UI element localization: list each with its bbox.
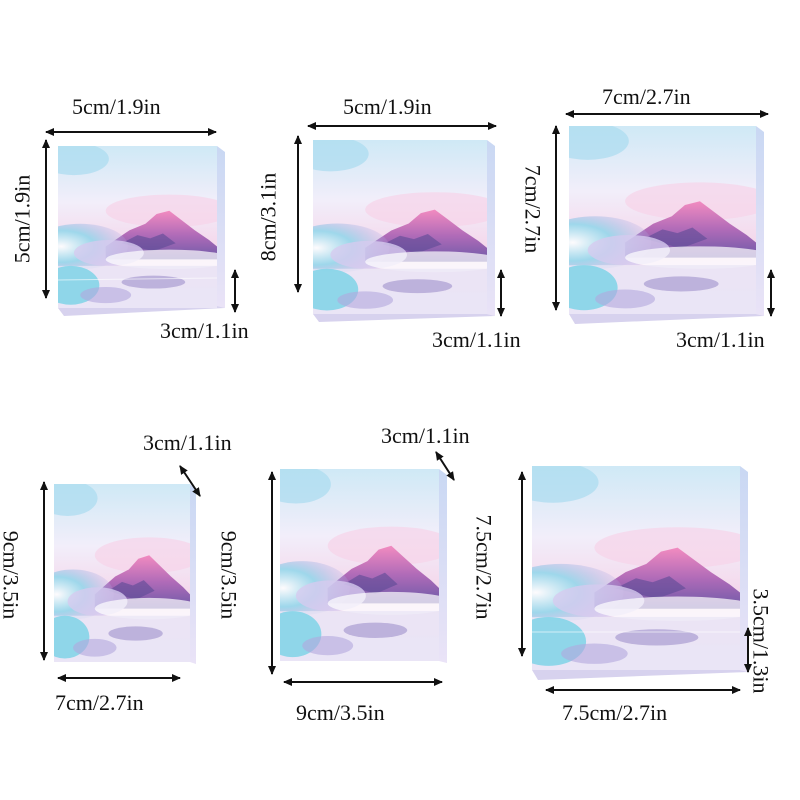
box-2-height-label: 8cm/3.1in bbox=[255, 172, 281, 262]
box-4-height-label: 9cm/3.5in bbox=[0, 530, 24, 620]
gift-box-4 bbox=[54, 484, 196, 664]
box-2-width-label: 5cm/1.9in bbox=[343, 94, 432, 119]
box-5-depth-label: 3cm/1.1in bbox=[381, 423, 470, 448]
box-1-width-label: 5cm/1.9in bbox=[72, 94, 161, 119]
box-6-width-label: 7.5cm/2.7in bbox=[562, 700, 668, 725]
box-1-height-label: 5cm/1.9in bbox=[9, 174, 35, 264]
box-3-width-label: 7cm/2.7in bbox=[602, 84, 691, 109]
box-6-height-label: 7.5cm/2.7in bbox=[471, 514, 497, 620]
box-5-height-label: 9cm/3.5in bbox=[216, 530, 242, 620]
gift-box-3 bbox=[569, 126, 764, 324]
gift-box-1 bbox=[57, 146, 225, 316]
box-3-depth-label: 3cm/1.1in bbox=[676, 327, 765, 352]
box-4-depth-label: 3cm/1.1in bbox=[143, 430, 232, 455]
gift-box-2 bbox=[313, 140, 495, 322]
gift-box-6 bbox=[532, 466, 748, 680]
gift-box-5 bbox=[280, 469, 447, 663]
box-1-depth-label: 3cm/1.1in bbox=[160, 318, 249, 343]
box-4-width-label: 7cm/2.7in bbox=[55, 690, 144, 715]
box-5-width-label: 9cm/3.5in bbox=[296, 700, 385, 725]
box-2-depth-label: 3cm/1.1in bbox=[432, 327, 521, 352]
box-3-height-label: 7cm/2.7in bbox=[520, 164, 546, 254]
box-6-depth-label: 3.5cm/1.3in bbox=[748, 588, 774, 694]
